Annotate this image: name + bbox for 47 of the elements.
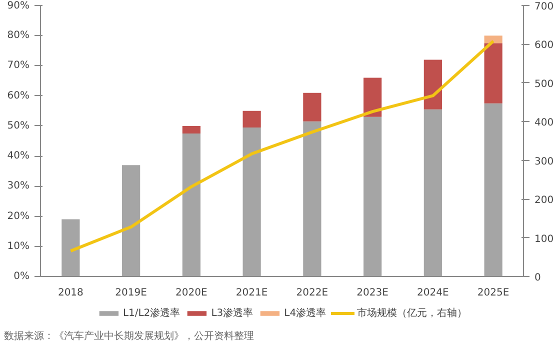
x-tick-label: 2023E [356, 288, 388, 298]
x-tick-label: 2025E [477, 288, 510, 298]
y2-tick-label: 300 [534, 156, 554, 168]
bar [303, 92, 322, 122]
y2-tick-label: 700 [534, 2, 554, 12]
legend-label: 市场规模（亿元，右轴） [357, 306, 468, 320]
bar [62, 219, 80, 276]
bar [364, 116, 382, 276]
x-tick-label: 2021E [236, 288, 268, 298]
x-tick-label: 2018 [58, 288, 84, 298]
x-tick-label: 2020E [176, 288, 208, 298]
y-tick-label: 60% [7, 90, 30, 102]
y2-tick-label: 0 [534, 272, 541, 284]
y2-tick-label: 400 [534, 118, 554, 129]
y-tick-label: 30% [7, 180, 30, 192]
line-series [69, 40, 495, 252]
x-tick-label: 2024E [417, 288, 449, 298]
bar [484, 36, 502, 44]
x-tick-label: 2019E [115, 288, 147, 298]
y-tick-label: 0% [14, 271, 30, 282]
legend-label: L4渗透率 [284, 306, 326, 320]
y-tick-label: 70% [7, 60, 30, 72]
y-tick-label: 20% [7, 210, 30, 222]
x-tick-label: 2022E [296, 288, 328, 298]
bar [122, 165, 140, 276]
legend-label: L1/L2渗透率 [122, 306, 180, 320]
bar [242, 127, 261, 276]
source-note: 数据来源：《汽车产业中长期发展规划》，公开资料整理 [4, 330, 254, 344]
y2-tick-label: 600 [534, 40, 554, 52]
y-tick-label: 40% [7, 150, 30, 162]
bar [424, 60, 442, 110]
y-tick-label: 80% [7, 30, 30, 42]
bar [484, 43, 502, 104]
y2-tick-label: 100 [534, 234, 554, 245]
bar [242, 110, 261, 128]
legend-label: L3渗透率 [211, 306, 254, 320]
bar [424, 109, 442, 276]
bar [484, 103, 502, 276]
y-tick-label: 10% [7, 240, 30, 252]
y-tick-label: 90% [7, 0, 30, 12]
bar [182, 126, 200, 134]
y2-tick-label: 500 [534, 78, 554, 90]
y2-tick-label: 200 [534, 195, 554, 206]
y-tick-label: 50% [7, 120, 30, 132]
bar [303, 121, 322, 276]
bar [364, 78, 382, 117]
bar [182, 133, 200, 276]
